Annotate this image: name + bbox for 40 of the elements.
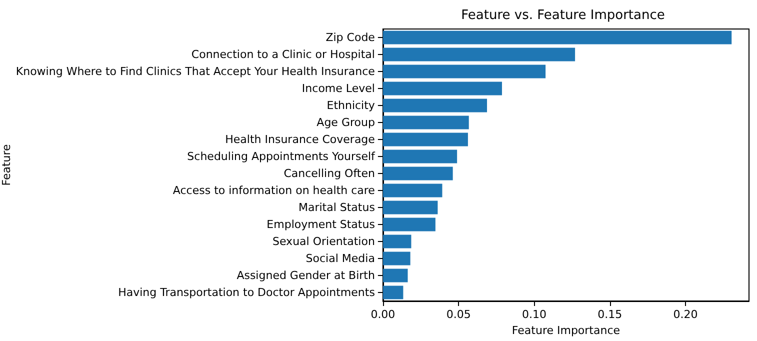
bar xyxy=(382,252,410,266)
y-tick-label: Age Group xyxy=(316,116,375,129)
y-tick-label: Sexual Orientation xyxy=(272,235,375,248)
bar xyxy=(382,234,412,248)
bar xyxy=(382,48,576,62)
y-tick-label: Ethnicity xyxy=(326,99,376,112)
x-tick-label: 0.05 xyxy=(446,308,471,321)
chart-title: Feature vs. Feature Importance xyxy=(461,8,665,23)
y-tick-label: Health Insurance Coverage xyxy=(225,133,376,146)
x-tick-label: 0.00 xyxy=(370,308,396,321)
y-tick-label: Connection to a Clinic or Hospital xyxy=(191,48,375,61)
bar xyxy=(382,82,502,96)
y-axis-title: Feature xyxy=(0,144,13,186)
bar xyxy=(382,132,468,146)
x-tick-label: 0.15 xyxy=(598,308,622,321)
y-tick-label: Scheduling Appointments Yourself xyxy=(187,150,376,163)
bar xyxy=(382,184,442,198)
bar xyxy=(382,150,458,164)
y-tick-label: Having Transportation to Doctor Appointments xyxy=(118,286,376,299)
x-axis-title: Feature Importance xyxy=(512,324,620,337)
y-tick-label: Access to information on health care xyxy=(172,184,376,197)
x-tick-label: 0.20 xyxy=(673,308,698,321)
y-tick-label: Social Media xyxy=(306,252,375,265)
y-tick-label: Knowing Where to Find Clinics That Accept Your Health Insurance xyxy=(16,65,376,78)
bar xyxy=(382,200,438,214)
bar xyxy=(382,166,453,180)
y-tick-label: Marital Status xyxy=(298,201,376,214)
y-tick-label: Assigned Gender at Birth xyxy=(236,269,375,282)
bar xyxy=(382,268,408,282)
y-tick-label: Zip Code xyxy=(326,31,376,44)
y-tick-label: Income Level xyxy=(302,82,375,95)
x-tick-label: 0.10 xyxy=(522,308,546,321)
y-tick-label: Employment Status xyxy=(266,218,376,231)
bar xyxy=(382,64,546,78)
bar xyxy=(382,30,732,44)
bar xyxy=(382,98,488,112)
bar xyxy=(382,286,404,300)
y-tick-label: Cancelling Often xyxy=(284,167,375,180)
bar xyxy=(382,218,436,232)
bar xyxy=(382,116,469,130)
